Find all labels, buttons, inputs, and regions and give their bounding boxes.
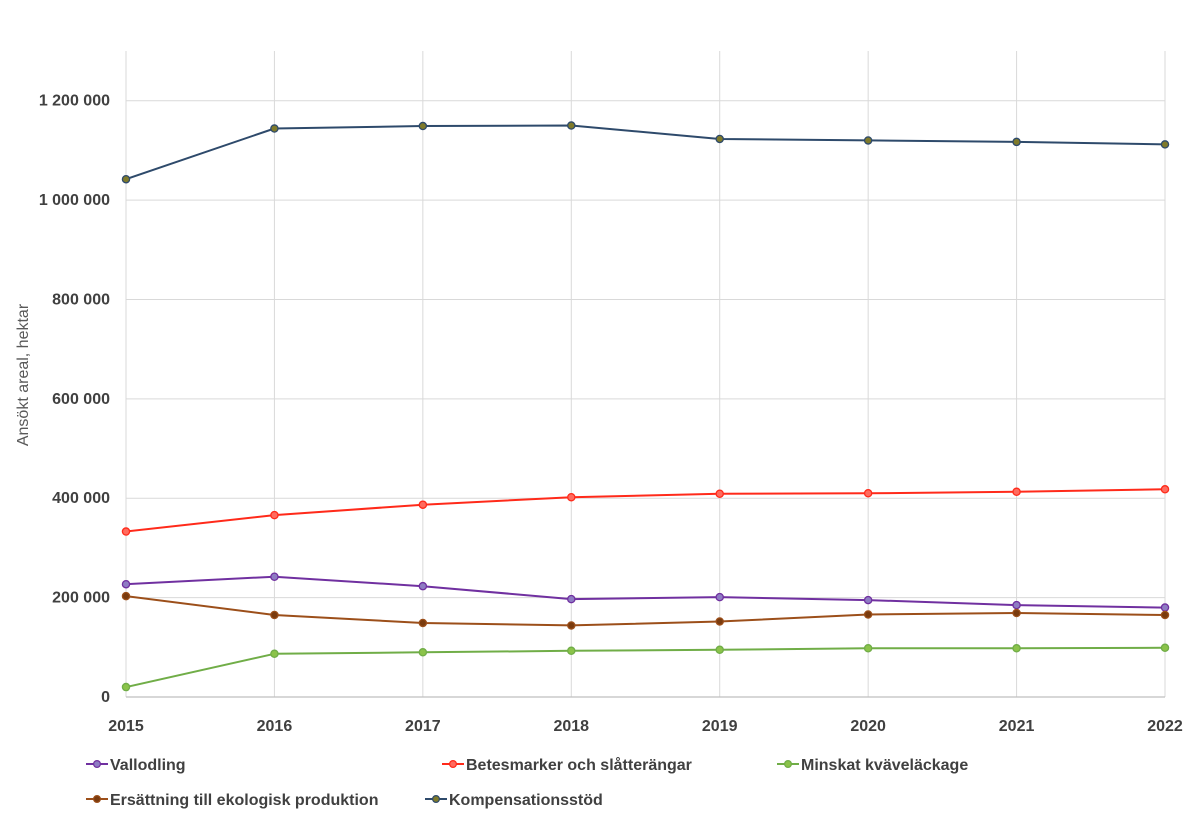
x-tick-label: 2022 (1147, 718, 1183, 735)
data-point-minskat-kväveläckage (567, 646, 576, 656)
data-point-vallodling (715, 592, 724, 602)
y-tick-label: 600 000 (52, 391, 110, 408)
legend-marker (432, 794, 441, 803)
legend-label: Kompensationsstöd (449, 792, 603, 809)
series-markers (121, 121, 1170, 692)
series-line-kompensationsstöd (125, 124, 1166, 181)
x-tick-label: 2016 (257, 718, 293, 735)
y-tick-label: 0 (101, 689, 110, 706)
data-point-kompensationsstöd (1012, 137, 1021, 147)
legend-item: Minskat kväveläckage (777, 757, 968, 774)
data-point-vallodling (418, 581, 428, 591)
data-point-kompensationsstöd (567, 121, 576, 130)
data-point-betesmarker-och-slåtterängar (715, 489, 724, 499)
legend-label: Ersättning till ekologisk produktion (110, 792, 378, 809)
data-point-minskat-kväveläckage (121, 682, 131, 692)
y-axis-label: Ansökt areal, hektar (15, 303, 32, 446)
legend: Vallodling Betesmarker och slåtterängar Mi… (86, 756, 968, 809)
series-line-betesmarker-och-slåtterängar (125, 488, 1166, 533)
x-tick-label: 2019 (702, 718, 738, 735)
data-point-betesmarker-och-slåtterängar (418, 500, 428, 509)
data-point-minskat-kväveläckage (1012, 644, 1021, 653)
data-point-vallodling (1160, 603, 1170, 612)
series-line-ersättning-till-ekologisk-produktion (125, 595, 1166, 627)
data-point-minskat-kväveläckage (270, 649, 279, 659)
y-axis-ticks: 0 200 000 400 000 600 000 800 000 1 000 000 1 … (39, 93, 110, 706)
data-point-vallodling (863, 595, 873, 605)
legend-marker (92, 759, 101, 768)
data-point-ersättning-till-ekologisk-produktion (1012, 608, 1021, 618)
data-point-betesmarker-och-slåtterängar (1160, 485, 1170, 494)
data-point-ersättning-till-ekologisk-produktion (418, 618, 428, 628)
data-point-betesmarker-och-slåtterängar (567, 492, 576, 502)
y-tick-label: 1 200 000 (39, 93, 110, 110)
legend-label: Minskat kväveläckage (801, 757, 968, 774)
data-point-kompensationsstöd (418, 121, 428, 131)
y-tick-label: 800 000 (52, 291, 110, 308)
y-tick-label: 1 000 000 (39, 192, 110, 209)
data-point-betesmarker-och-slåtterängar (121, 527, 131, 536)
data-point-vallodling (1012, 600, 1021, 610)
data-point-minskat-kväveläckage (715, 645, 724, 655)
y-tick-label: 200 000 (52, 590, 110, 607)
data-point-ersättning-till-ekologisk-produktion (567, 621, 576, 630)
x-tick-label: 2021 (999, 718, 1035, 735)
data-point-kompensationsstöd (121, 174, 131, 184)
data-point-vallodling (270, 572, 279, 581)
x-axis-ticks: 2015 2016 2017 2018 2019 2020 2021 2022 (108, 718, 1183, 735)
legend-item: Betesmarker och slåtterängar (442, 756, 692, 774)
data-point-minskat-kväveläckage (418, 648, 428, 657)
data-point-vallodling (121, 579, 131, 589)
data-point-betesmarker-och-slåtterängar (863, 489, 873, 498)
legend-marker (92, 794, 101, 803)
series-lines (125, 124, 1166, 689)
data-point-betesmarker-och-slåtterängar (270, 510, 279, 520)
legend-label: Vallodling (110, 757, 186, 774)
data-point-ersättning-till-ekologisk-produktion (270, 610, 279, 620)
data-point-ersättning-till-ekologisk-produktion (863, 610, 873, 619)
data-point-ersättning-till-ekologisk-produktion (715, 617, 724, 626)
data-point-vallodling (567, 594, 576, 604)
x-tick-label: 2017 (405, 718, 441, 735)
gridlines (125, 51, 1166, 698)
x-tick-label: 2015 (108, 718, 144, 735)
y-tick-label: 400 000 (52, 490, 110, 507)
data-point-betesmarker-och-slåtterängar (1012, 487, 1021, 497)
legend-item: Kompensationsstöd (425, 792, 603, 809)
data-point-ersättning-till-ekologisk-produktion (1160, 610, 1170, 620)
legend-label: Betesmarker och slåtterängar (466, 756, 692, 774)
data-point-kompensationsstöd (863, 136, 873, 145)
data-point-ersättning-till-ekologisk-produktion (121, 591, 131, 601)
data-point-kompensationsstöd (1160, 140, 1170, 149)
series-line-vallodling (125, 575, 1166, 609)
legend-item: Vallodling (86, 757, 186, 774)
data-point-kompensationsstöd (270, 124, 279, 133)
data-point-kompensationsstöd (715, 134, 724, 144)
legend-marker (449, 759, 458, 768)
series-line-minskat-kväveläckage (125, 646, 1166, 689)
data-point-minskat-kväveläckage (863, 644, 873, 653)
x-tick-label: 2020 (850, 718, 886, 735)
x-tick-label: 2018 (553, 718, 589, 735)
legend-marker (783, 759, 792, 768)
data-point-minskat-kväveläckage (1160, 643, 1170, 653)
legend-item: Ersättning till ekologisk produktion (86, 792, 378, 809)
